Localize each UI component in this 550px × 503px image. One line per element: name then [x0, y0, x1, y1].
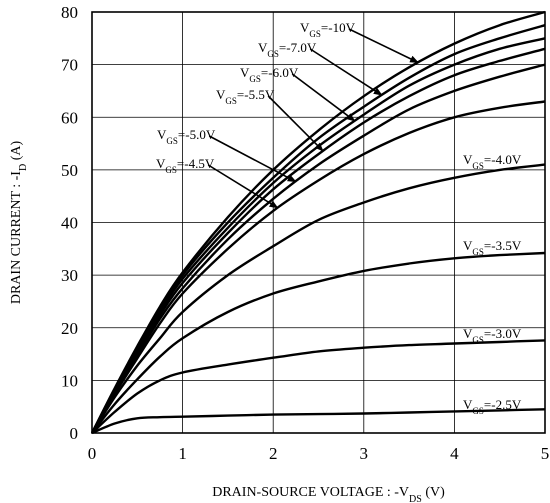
curve-label-value: =-4.0V [484, 152, 522, 167]
curve-label-sub: GS [267, 49, 279, 59]
curve-label-value: =-4.5V [177, 156, 215, 171]
curve-label-vgs: VGS=-5.0V [157, 127, 216, 146]
curve-label-sub: GS [472, 406, 484, 416]
curve-label-vgs: VGS=-4.5V [156, 156, 215, 175]
x-tick-label: 0 [88, 444, 97, 463]
curve-label-sub: GS [472, 247, 484, 257]
curve-vgs [90, 63, 546, 434]
curve-label-value: =-5.5V [237, 87, 275, 102]
curve-label-vgs: VGS=-5.5V [216, 87, 275, 106]
curve-label-v: V [216, 87, 226, 102]
curve-label-v: V [156, 156, 166, 171]
curve-vgs [90, 37, 546, 434]
x-tick-label: 2 [269, 444, 278, 463]
curve-label-vgs: VGS=-7.0V [258, 40, 317, 59]
curve-label-sub: GS [309, 29, 321, 39]
curve-label-value: =-3.0V [484, 326, 522, 341]
curve-vgs [91, 408, 546, 435]
y-tick-label: 10 [61, 371, 78, 390]
y-tick-label: 30 [61, 266, 78, 285]
y-tick-label: 20 [61, 319, 78, 338]
curve-label-v: V [300, 20, 310, 35]
y-axis-title-suffix: (A) [9, 141, 24, 164]
curve-label-v: V [258, 40, 268, 55]
y-tick-label: 60 [61, 108, 78, 127]
curve-label-vgs: VGS=-6.0V [240, 65, 299, 84]
curve-label-arrow [309, 48, 383, 96]
curve-label-value: =-6.0V [261, 65, 299, 80]
curve-label-v: V [157, 127, 167, 142]
curve-label-arrow [291, 73, 356, 122]
curve-label-v: V [240, 65, 250, 80]
curve-label-sub: GS [472, 335, 484, 345]
curve-label-value: =-7.0V [279, 40, 317, 55]
y-axis-title-sub: D [18, 164, 29, 171]
y-tick-label: 80 [61, 3, 78, 22]
curve-label-vgs: VGS=-2.5V [463, 397, 522, 416]
curve-label-value: =-5.0V [178, 127, 216, 142]
plot-frame [91, 11, 546, 434]
curve-label-arrow [348, 28, 419, 64]
y-tick-label: 70 [61, 56, 78, 75]
curve-label-value: =-10V [321, 20, 356, 35]
curve-label-value: =-2.5V [484, 397, 522, 412]
curve-label-sub: GS [249, 74, 261, 84]
x-axis-title-main: DRAIN-SOURCE VOLTAGE : -V [212, 485, 409, 500]
curve-vgs [91, 339, 546, 434]
curve-label-arrow [207, 164, 279, 209]
y-axis-title-main: DRAIN CURRENT : -I [9, 171, 24, 304]
y-tick-label: 40 [61, 214, 78, 233]
x-tick-label: 5 [541, 444, 550, 463]
grid [92, 12, 545, 433]
x-axis-title-sub: DS [409, 494, 422, 503]
y-tick-label: 0 [70, 424, 79, 443]
curve-vgs [90, 100, 546, 434]
curve-vgs [90, 47, 546, 434]
curve-label-value: =-3.5V [484, 238, 522, 253]
curve-label-v: V [463, 326, 473, 341]
x-axis-title: DRAIN-SOURCE VOLTAGE : -VDS (V) [212, 485, 445, 503]
x-tick-label: 3 [360, 444, 369, 463]
x-tick-label: 4 [450, 444, 459, 463]
curve-label-sub: GS [166, 136, 178, 146]
y-tick-label: 50 [61, 161, 78, 180]
curve-label-vgs: VGS=-10V [300, 20, 356, 39]
y-axis-title: DRAIN CURRENT : -ID (A) [9, 141, 29, 305]
curve-label-vgs: VGS=-3.0V [463, 326, 522, 345]
curve-vgs [90, 163, 546, 434]
curve-label-v: V [463, 152, 473, 167]
curve-labels: VGS=-10VVGS=-7.0VVGS=-6.0VVGS=-5.5VVGS=-… [156, 20, 522, 416]
curves [90, 10, 546, 435]
curve-vgs [91, 251, 546, 434]
curve-label-arrow [208, 135, 297, 183]
curve-label-sub: GS [165, 165, 177, 175]
x-axis-title-suffix: (V) [422, 485, 445, 500]
curve-label-v: V [463, 397, 473, 412]
x-tick-label: 1 [178, 444, 187, 463]
curve-label-vgs: VGS=-3.5V [463, 238, 522, 257]
curve-vgs [90, 24, 546, 434]
curve-label-vgs: VGS=-4.0V [463, 152, 522, 171]
curve-label-arrow [267, 95, 324, 152]
curve-label-sub: GS [472, 161, 484, 171]
curve-label-sub: GS [225, 96, 237, 106]
curve-label-v: V [463, 238, 473, 253]
